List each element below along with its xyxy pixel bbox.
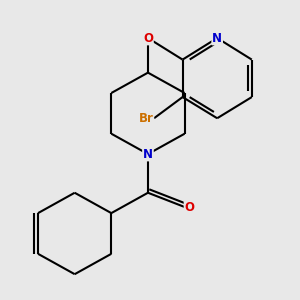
Text: O: O xyxy=(143,32,153,44)
Text: N: N xyxy=(143,148,153,160)
Text: N: N xyxy=(212,32,222,44)
Text: O: O xyxy=(184,200,194,214)
Text: Br: Br xyxy=(139,112,153,125)
